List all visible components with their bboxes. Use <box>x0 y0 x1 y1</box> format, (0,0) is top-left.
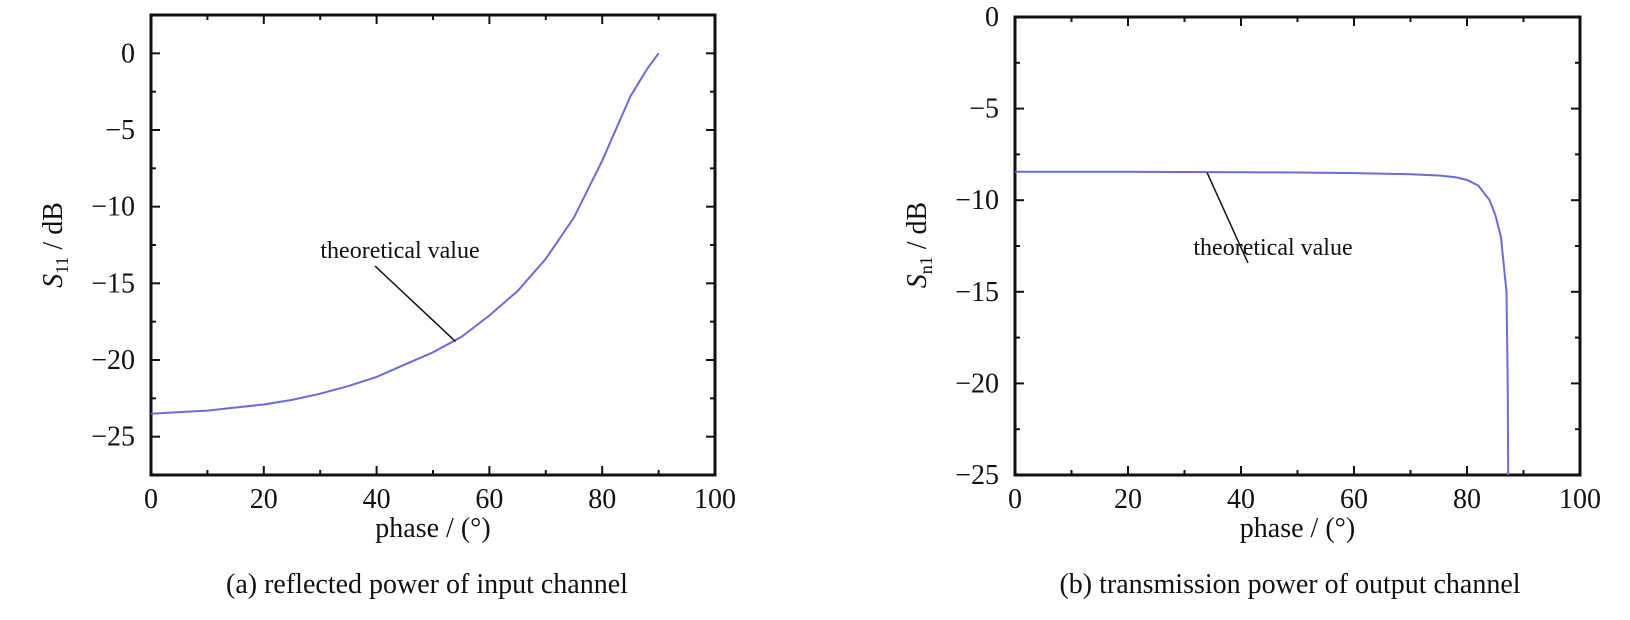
annotation-leader <box>1206 172 1249 264</box>
annotation-leader <box>374 265 457 343</box>
x-tick-label: 40 <box>363 484 391 515</box>
x-tick-label: 40 <box>1227 484 1255 515</box>
y-axis-label: S11 / dB <box>38 202 72 288</box>
y-tick-label: 0 <box>985 2 999 33</box>
y-tick-label: −20 <box>91 345 135 376</box>
y-tick-label: −20 <box>955 368 999 399</box>
y-tick-label: −5 <box>105 115 135 146</box>
x-tick-label: 80 <box>1453 484 1481 515</box>
y-axis-label-subscript: 11 <box>52 257 72 274</box>
x-tick-label: 100 <box>694 484 736 515</box>
y-axis-label: Sn1 / dB <box>902 202 936 288</box>
x-tick-label: 0 <box>1008 484 1022 515</box>
chart-b-transmission-power: 0 20 40 60 80 100 0 −5 −10 −15 −20 −25 phase / (°) Sn… <box>902 2 1601 544</box>
y-tick-label: −15 <box>955 277 999 308</box>
y-axis-label-symbol: S <box>902 274 933 288</box>
y-axis-label-subscript: n1 <box>916 256 936 274</box>
chart-b-caption: (b) transmission power of output channel <box>1059 569 1520 600</box>
series-line-0 <box>1015 170 1510 476</box>
x-axis-label: phase / (°) <box>1240 513 1355 544</box>
x-tick-label: 20 <box>250 484 278 515</box>
y-tick-label: −25 <box>91 422 135 453</box>
y-tick-label: −5 <box>969 94 999 125</box>
y-axis-label-unit: / dB <box>38 202 69 256</box>
x-tick-label: 60 <box>475 484 503 515</box>
y-axis-label-unit: / dB <box>902 202 933 256</box>
x-axis-label: phase / (°) <box>375 513 490 544</box>
x-tick-label: 60 <box>1340 484 1368 515</box>
y-tick-label: −10 <box>91 192 135 223</box>
y-tick-label: −10 <box>955 185 999 216</box>
y-tick-label: −15 <box>91 268 135 299</box>
chart-a-reflected-power: 0 20 40 60 80 100 0 −5 −10 −15 −20 −25 phase / (°) S1… <box>38 13 736 544</box>
annotation-label: theoretical value <box>1193 235 1352 261</box>
x-tick-label: 80 <box>588 484 616 515</box>
annotation-label: theoretical value <box>320 238 479 264</box>
x-tick-label: 20 <box>1114 484 1142 515</box>
y-axis-label-symbol: S <box>38 274 69 288</box>
x-tick-label: 0 <box>144 484 158 515</box>
chart-a-caption: (a) reflected power of input channel <box>226 569 628 600</box>
series-line-0 <box>150 52 660 415</box>
y-tick-label: −25 <box>955 460 999 491</box>
x-tick-label: 100 <box>1559 484 1601 515</box>
y-tick-label: 0 <box>121 38 135 69</box>
